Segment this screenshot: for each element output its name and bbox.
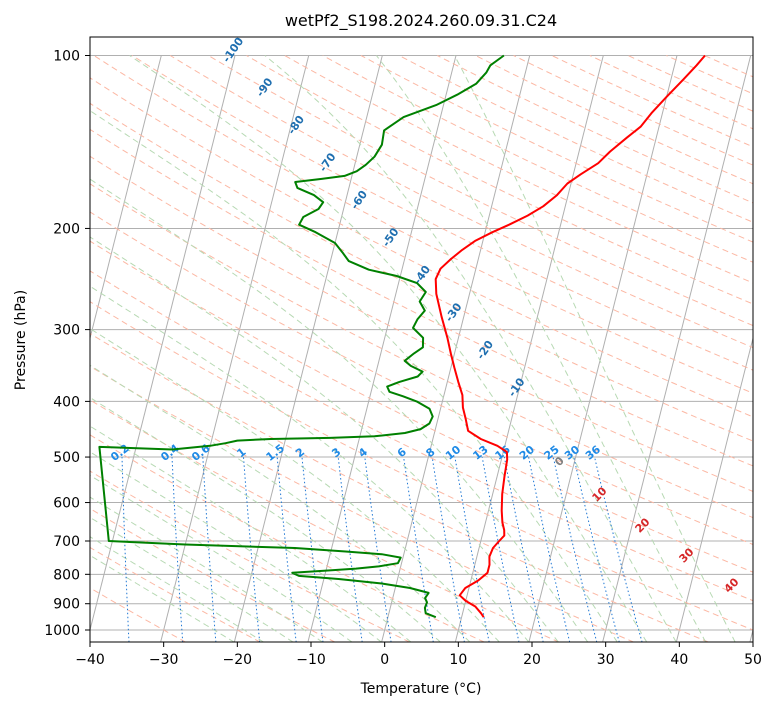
x-axis-ticks: −40 −30 −20 −10 0 10 20 30 40 50 bbox=[75, 642, 762, 668]
mixing-ratio-line bbox=[171, 457, 184, 642]
isotherm-line bbox=[381, 55, 531, 642]
y-tick-label: 900 bbox=[53, 597, 80, 613]
moist-adiabat-line bbox=[90, 327, 500, 642]
isotherm-line bbox=[528, 55, 678, 642]
x-tick-label: −20 bbox=[223, 652, 253, 668]
y-tick-label: 700 bbox=[53, 534, 80, 550]
y-tick-label: 500 bbox=[53, 450, 80, 466]
moist-adiabat-line bbox=[129, 55, 648, 642]
mixing-ratio-line bbox=[431, 457, 465, 642]
isotherm-line bbox=[454, 55, 604, 642]
mixing-ratio-line bbox=[337, 457, 363, 642]
x-axis-label: Temperature (°C) bbox=[360, 681, 482, 697]
mixing-ratio-line bbox=[454, 457, 490, 642]
isotherm-line bbox=[675, 336, 753, 642]
moist-adiabat-line bbox=[90, 178, 589, 642]
y-tick-label: 800 bbox=[53, 567, 80, 583]
y-tick-label: 100 bbox=[53, 49, 80, 65]
mixing-ratio-line bbox=[243, 457, 261, 642]
chart-title: wetPf2_S198.2024.260.09.31.C24 bbox=[285, 11, 557, 31]
moist-adiabat-line bbox=[376, 55, 707, 642]
mixing-ratio-line bbox=[403, 457, 434, 642]
moist-adiabat-line bbox=[90, 110, 618, 642]
mixing-ratio-line bbox=[121, 457, 130, 642]
dry-adiabat-line bbox=[90, 470, 411, 642]
x-tick-label: −30 bbox=[149, 652, 179, 668]
x-tick-label: 50 bbox=[744, 652, 762, 668]
dry-adiabat-line bbox=[90, 240, 753, 573]
isotherm-line bbox=[90, 55, 162, 341]
isotherm-line bbox=[602, 55, 752, 642]
moist-adiabat-line bbox=[90, 496, 323, 642]
x-tick-label: 20 bbox=[523, 652, 541, 668]
moist-adiabats bbox=[90, 55, 736, 642]
mixing-ratio-line bbox=[276, 457, 297, 642]
dry-adiabat-line bbox=[90, 270, 753, 602]
dry-adiabat-line bbox=[90, 332, 709, 642]
dry-adiabat-line bbox=[90, 301, 753, 631]
mixing-ratio-line bbox=[202, 457, 217, 642]
x-tick-label: 40 bbox=[670, 652, 688, 668]
moist-adiabat-line bbox=[90, 285, 530, 642]
x-tick-label: −40 bbox=[75, 652, 105, 668]
moist-adiabat-line bbox=[90, 451, 382, 642]
y-tick-label: 600 bbox=[53, 496, 80, 512]
x-tick-label: 30 bbox=[597, 652, 615, 668]
y-tick-label: 200 bbox=[53, 221, 80, 237]
y-axis-ticks: 100 200 300 400 500 600 700 800 900 1000 bbox=[44, 49, 90, 639]
x-tick-label: 0 bbox=[380, 652, 389, 668]
dewpoint-profile-line bbox=[98, 54, 505, 619]
y-tick-label: 400 bbox=[53, 394, 80, 410]
y-axis-label: Pressure (hPa) bbox=[13, 290, 29, 390]
y-tick-label: 300 bbox=[53, 323, 80, 339]
isotherm-line bbox=[233, 55, 383, 642]
dry-adiabat-line bbox=[90, 434, 485, 642]
sounding-series bbox=[98, 54, 706, 619]
y-tick-label: 1000 bbox=[44, 623, 80, 639]
moist-adiabat-line bbox=[90, 236, 559, 642]
moist-adiabat-line bbox=[90, 474, 353, 642]
x-tick-label: −10 bbox=[296, 652, 326, 668]
moist-adiabat-line bbox=[454, 55, 736, 642]
plot-frame bbox=[89, 36, 754, 643]
moist-adiabat-line bbox=[90, 396, 441, 642]
moist-adiabat-line bbox=[264, 55, 677, 642]
x-tick-label: 10 bbox=[449, 652, 467, 668]
moist-adiabat-line bbox=[90, 425, 412, 642]
temperature-profile-line bbox=[434, 54, 706, 618]
mixing-ratio-line bbox=[481, 457, 520, 642]
isotherm-line bbox=[90, 55, 236, 632]
mixing-ratio-line bbox=[594, 456, 643, 642]
isotherm-line bbox=[307, 55, 457, 642]
